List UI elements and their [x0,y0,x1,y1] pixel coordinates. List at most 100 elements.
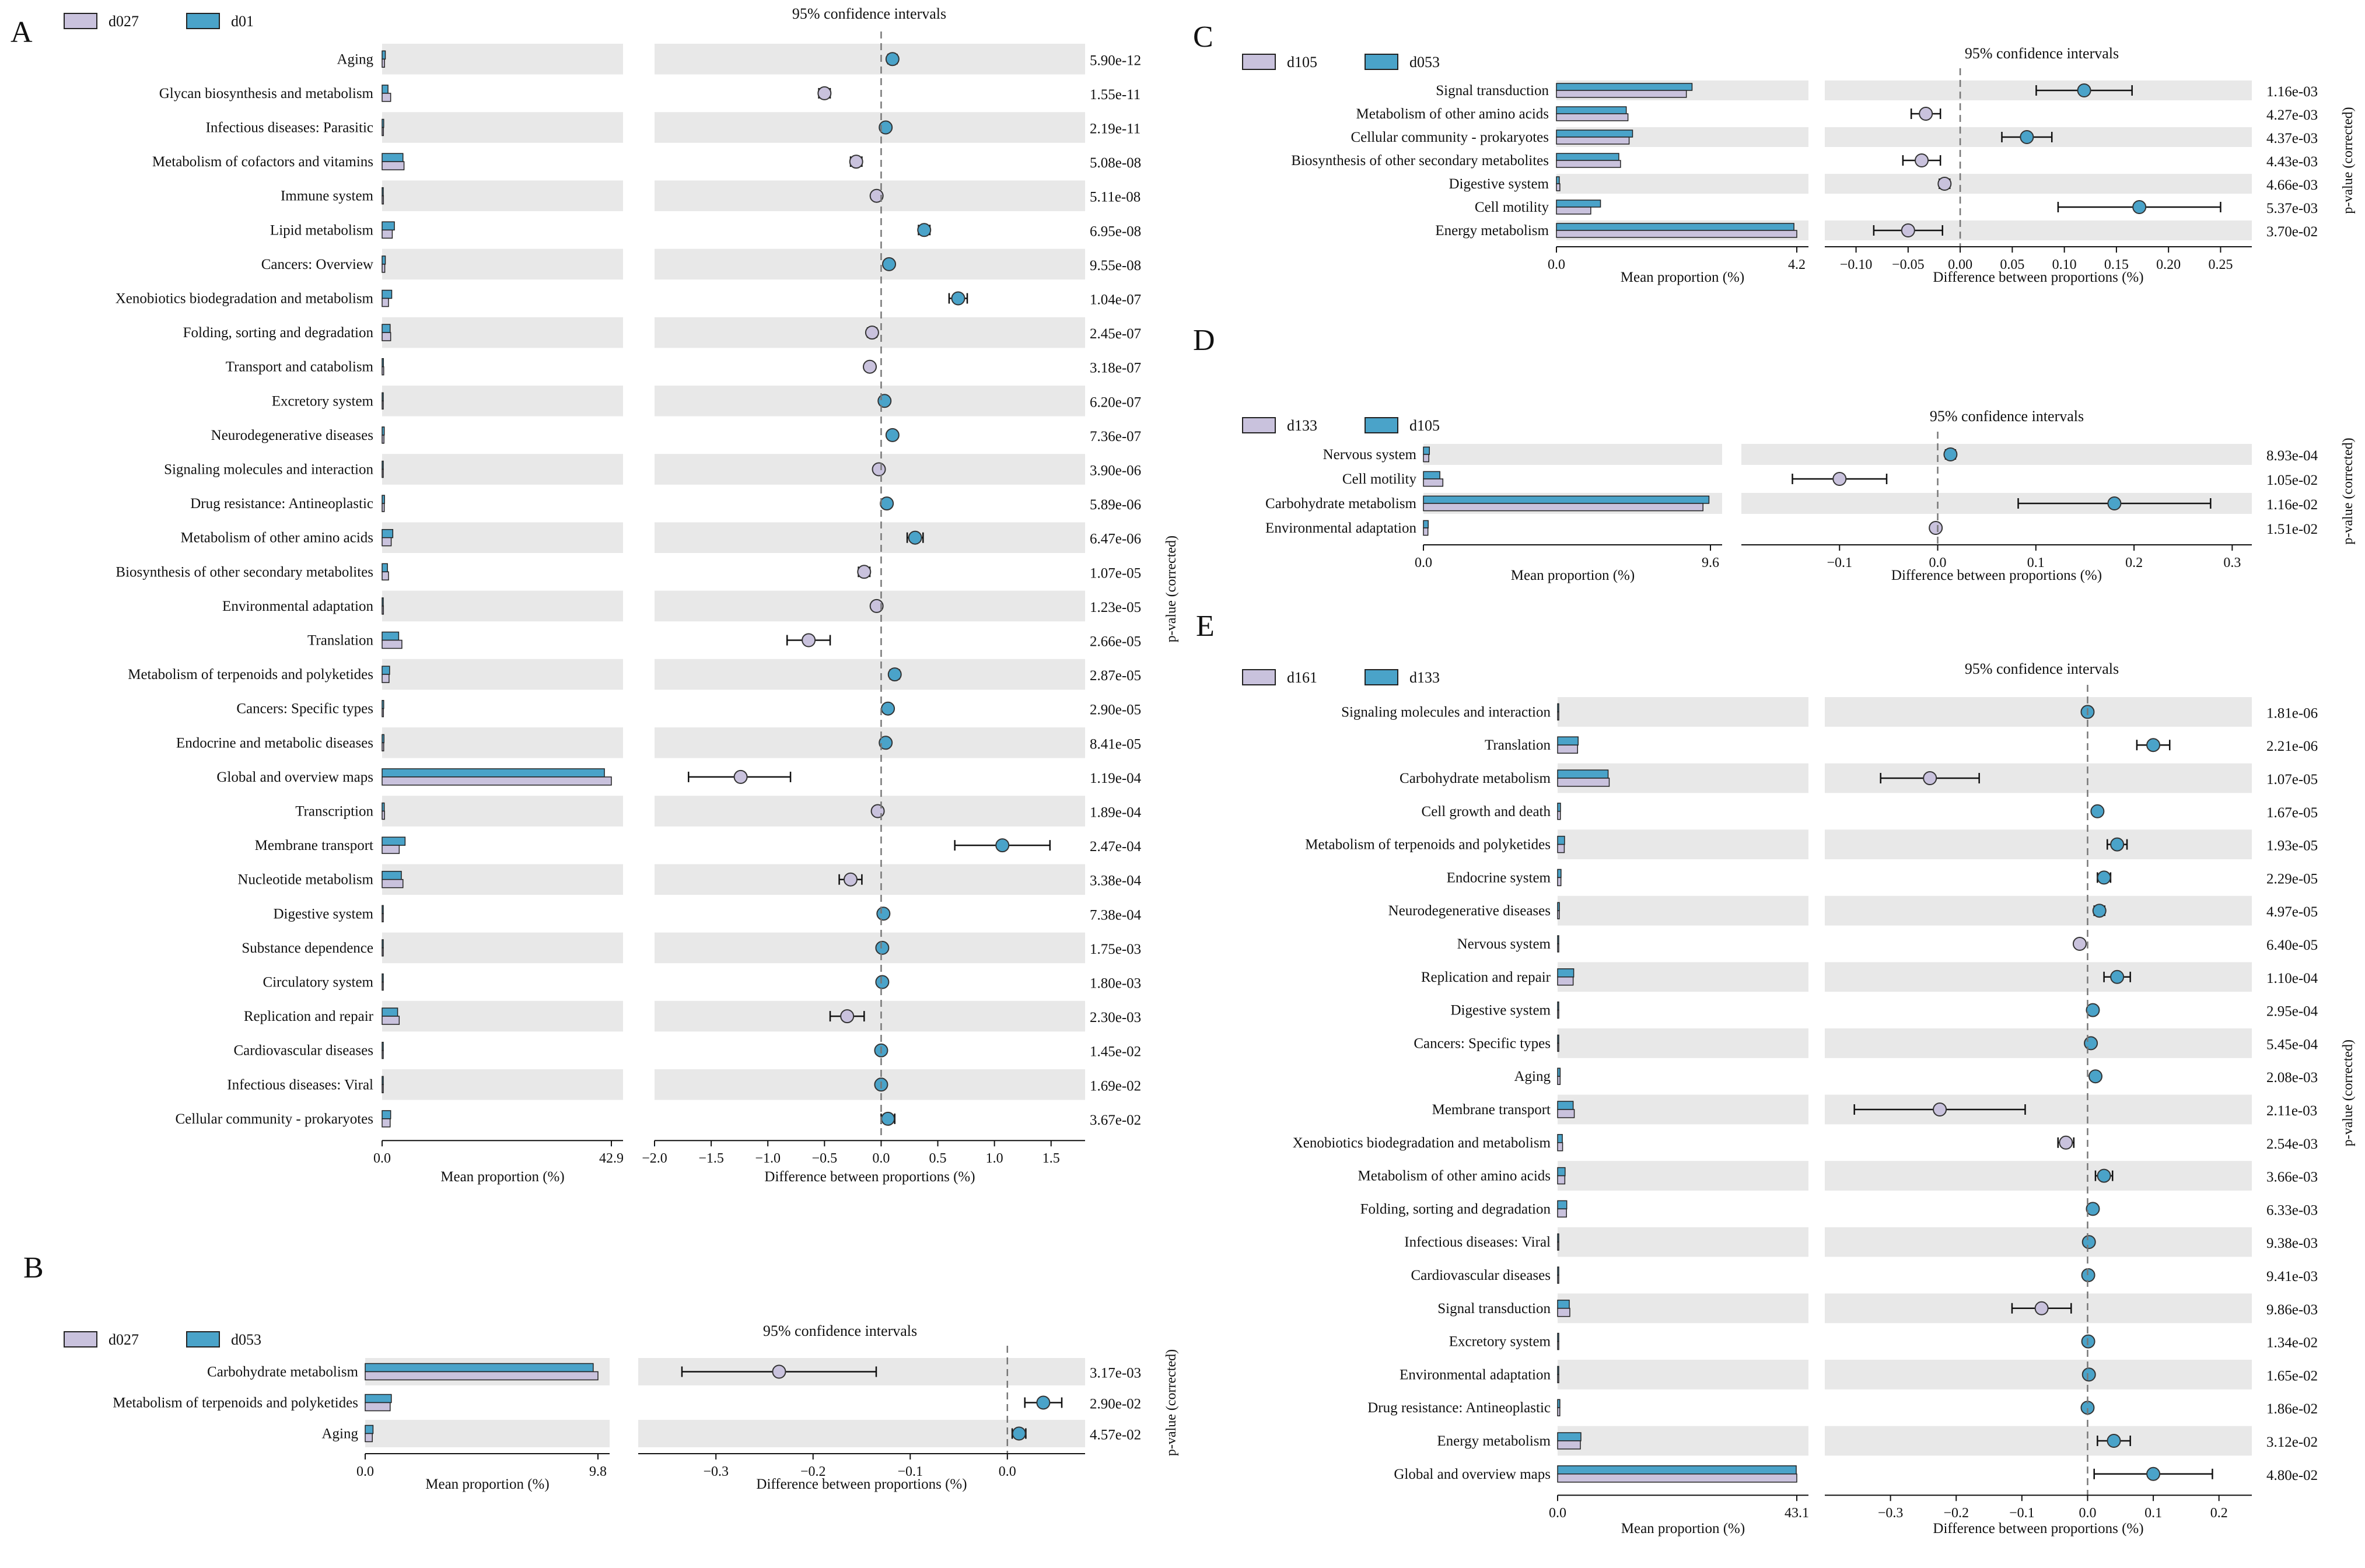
legend-swatch-group-b [1365,669,1398,685]
bar-group-b [365,1394,392,1404]
diff-point [843,872,858,887]
p-value: 1.07e-05 [2266,772,2318,788]
row-label: Cell motility [1475,200,1549,215]
row-label: Environmental adaptation [1265,520,1416,536]
diff-point [876,907,891,921]
legend-label-group-b: d01 [231,13,254,30]
p-value: 8.41e-05 [1090,736,1141,752]
bar-group-a [365,1371,599,1381]
diff-point [733,769,748,784]
bar-group-a [382,1016,400,1025]
diff-point [2146,1466,2161,1481]
legend-swatch-group-b [186,1331,220,1348]
diff-point [2097,1168,2111,1183]
bar-group-b [1557,769,1609,779]
bar-group-b [382,153,404,162]
row-label: Cellular community - prokaryotes [1351,130,1549,145]
bar-group-b [1557,1300,1570,1309]
p-value: 1.16e-03 [2266,84,2318,100]
bar-group-b [382,734,384,744]
bar-group-a [1557,1440,1581,1450]
row-stripe-diff [1825,1426,2252,1456]
p-value: 5.90e-12 [1090,52,1141,68]
diff-point [2146,738,2161,752]
bar-group-b [382,768,605,778]
diff-tick-label: 0.0 [1929,555,1947,570]
bar-group-a [1557,1241,1559,1251]
diff-tick-label: −0.2 [800,1464,826,1479]
row-label: Cell growth and death [1422,804,1551,820]
bar-group-a [1556,230,1797,238]
p-value: 2.66e-05 [1090,634,1141,650]
p-value: 1.19e-04 [1090,771,1142,786]
pvalue-axis-title: p-value (corrected) [2340,107,2356,214]
bar-group-b [1557,1101,1574,1110]
diff-point [1933,1102,1947,1116]
bar-group-b [382,85,389,94]
bar-group-b [382,836,406,846]
bar-group-a [1557,744,1578,754]
mean-tick-label-zero: 0.0 [1549,1506,1566,1521]
bar-group-b [1557,736,1579,746]
bar-group-b [382,1041,384,1051]
bar-group-b [1423,495,1710,504]
bar-group-a [382,1084,384,1094]
diff-axis-title: Difference between proportions (%) [1933,1521,2143,1536]
bar-group-a [382,913,384,923]
row-stripe-diff [655,386,1085,416]
mean-tick-label-max: 4.2 [1788,257,1806,272]
bar-group-a [382,810,385,820]
row-label: Cellular community - prokaryotes [175,1111,373,1127]
row-label: Xenobiotics biodegradation and metabolis… [1293,1135,1551,1151]
ci-title: 95% confidence intervals [1965,660,2119,677]
bar-group-a [1423,454,1429,463]
row-stripe-bar [382,1069,623,1100]
p-value: 6.47e-06 [1090,531,1141,547]
row-stripe-bar [1558,962,1808,992]
p-value: 2.90e-05 [1090,702,1141,718]
row-stripe-bar [1558,1161,1808,1191]
p-value: 1.55e-11 [1090,87,1140,103]
row-stripe-bar [382,522,623,553]
row-stripe-diff [1825,962,2252,992]
bar-group-b [382,631,400,641]
bar-group-b [382,324,391,333]
p-value: 1.81e-06 [2266,705,2318,721]
bar-group-b [1557,835,1565,845]
diff-point [880,496,894,511]
p-value: 1.89e-04 [1090,805,1142,821]
p-value: 1.23e-05 [1090,600,1141,615]
p-value: 1.07e-05 [1090,565,1141,581]
row-stripe-diff [1825,1360,2252,1390]
bar-group-b [382,939,384,949]
row-stripe-bar [382,44,623,75]
bar-group-a [382,298,389,307]
row-label: Membrane transport [255,838,373,853]
bar-group-a [1557,1142,1563,1152]
diff-tick-label: −0.1 [1827,555,1852,570]
bar-group-a [1557,1109,1575,1118]
p-value: 7.36e-07 [1090,429,1141,444]
row-label: Circulatory system [263,975,373,991]
p-value: 3.66e-03 [2266,1170,2318,1185]
bar-group-a [382,981,384,991]
bar-group-a [1557,1042,1559,1052]
p-value: 1.93e-05 [2266,838,2318,854]
row-stripe-diff [1825,697,2252,727]
p-value: 3.67e-02 [1090,1112,1141,1128]
diff-tick-label: 0.3 [2223,555,2241,570]
row-label: Metabolism of terpenoids and polyketides [1305,837,1551,853]
bar-group-b [382,221,395,231]
diff-point [1919,107,1933,121]
legend-label-group-a: d105 [1287,54,1317,71]
diff-point [870,804,885,818]
bar-group-a [1557,877,1562,887]
legend-label-group-a: d161 [1287,669,1317,686]
diff-point [2086,1003,2100,1017]
row-label: Infectious diseases: Viral [1404,1234,1551,1250]
p-value: 1.80e-03 [1090,976,1141,992]
row-label: Digestive system [273,906,373,922]
diff-point [875,940,890,955]
bar-group-a [382,229,393,239]
row-label: Cardiovascular diseases [233,1043,373,1059]
